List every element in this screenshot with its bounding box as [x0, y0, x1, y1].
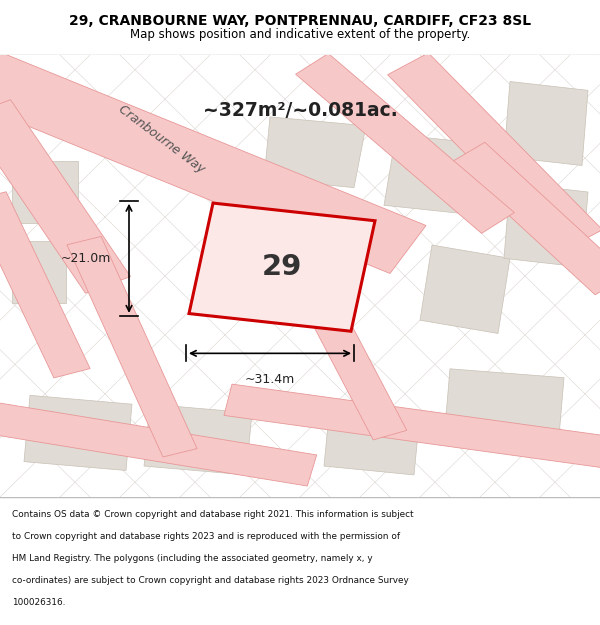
- Text: Cranbourne Way: Cranbourne Way: [116, 102, 208, 176]
- Polygon shape: [0, 402, 317, 486]
- Polygon shape: [296, 54, 514, 233]
- Polygon shape: [0, 192, 90, 378]
- Polygon shape: [0, 40, 426, 274]
- Text: to Crown copyright and database rights 2023 and is reproduced with the permissio: to Crown copyright and database rights 2…: [12, 532, 400, 541]
- Polygon shape: [324, 404, 420, 475]
- Polygon shape: [264, 117, 366, 188]
- Polygon shape: [189, 203, 375, 331]
- Polygon shape: [388, 53, 600, 251]
- Polygon shape: [24, 396, 132, 471]
- Text: ~31.4m: ~31.4m: [245, 373, 295, 386]
- Text: 29, CRANBOURNE WAY, PONTPRENNAU, CARDIFF, CF23 8SL: 29, CRANBOURNE WAY, PONTPRENNAU, CARDIFF…: [69, 14, 531, 28]
- Polygon shape: [504, 81, 588, 166]
- Polygon shape: [271, 236, 407, 440]
- Polygon shape: [451, 142, 600, 295]
- Text: ~327m²/~0.081ac.: ~327m²/~0.081ac.: [203, 101, 397, 120]
- Text: ~21.0m: ~21.0m: [61, 252, 111, 265]
- Text: Contains OS data © Crown copyright and database right 2021. This information is : Contains OS data © Crown copyright and d…: [12, 510, 413, 519]
- Text: 100026316.: 100026316.: [12, 598, 65, 607]
- Polygon shape: [224, 384, 600, 469]
- Polygon shape: [0, 100, 131, 293]
- Polygon shape: [67, 236, 197, 457]
- Text: HM Land Registry. The polygons (including the associated geometry, namely x, y: HM Land Registry. The polygons (includin…: [12, 554, 373, 563]
- Text: co-ordinates) are subject to Crown copyright and database rights 2023 Ordnance S: co-ordinates) are subject to Crown copyr…: [12, 576, 409, 585]
- Polygon shape: [12, 161, 78, 223]
- Polygon shape: [144, 404, 252, 475]
- Text: Map shows position and indicative extent of the property.: Map shows position and indicative extent…: [130, 28, 470, 41]
- Polygon shape: [384, 134, 480, 214]
- Polygon shape: [444, 369, 564, 448]
- Text: 29: 29: [262, 253, 302, 281]
- Polygon shape: [12, 241, 66, 302]
- Polygon shape: [504, 183, 588, 267]
- Polygon shape: [420, 245, 510, 334]
